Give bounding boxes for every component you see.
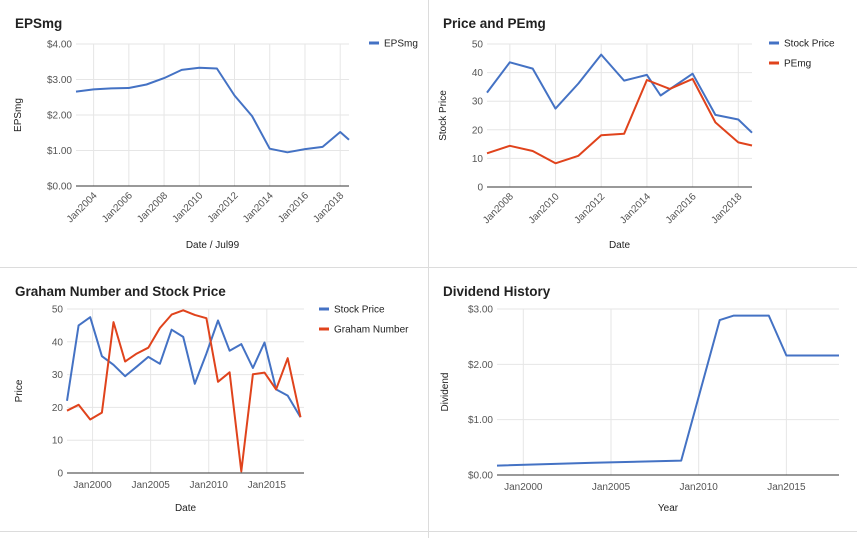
y-tick-label: 20 (472, 125, 484, 136)
y-tick-label: 10 (52, 436, 64, 447)
legend-label: Stock Price (334, 305, 385, 316)
y-tick-label: $3.00 (47, 75, 72, 86)
x-tick-label: Jan2000 (73, 480, 112, 491)
legend-swatch (769, 61, 779, 65)
price-pemg-line-chart: 0 10 20 30 40 50 Jan2008 Jan2010 Jan2012 Jan2014 J… (438, 39, 835, 252)
x-tick-label: Jan2016 (664, 191, 699, 226)
graham-number-chart-panel: Graham Number and Stock Price 0 10 20 30 40 5… (1, 269, 427, 531)
x-tick-label: Jan2005 (592, 482, 631, 493)
price-and-pemg-chart-panel: Price and PEmg 0 10 20 30 40 50 Jan2008 Jan2010… (429, 1, 856, 266)
y-tick-label: 10 (472, 154, 484, 165)
epsmg-chart-panel: EPSmg $0.00 $1.00 $2.00 $3.00 $4.00 Jan2004 Ja… (1, 1, 427, 266)
graham-number-line-chart: 0 10 20 30 40 50 Jan2000 Jan2005 Jan2010 Jan2015 P… (14, 305, 409, 515)
y-tick-label: $2.00 (468, 360, 493, 371)
y-tick-label: $3.00 (468, 305, 493, 316)
y-tick-label: 40 (472, 68, 484, 79)
legend-label: Stock Price (784, 39, 835, 50)
series-line-graham-number (66, 309, 302, 473)
chart-title: Graham Number and Stock Price (15, 284, 226, 299)
y-tick-label: $2.00 (47, 111, 72, 122)
legend-label: Graham Number (334, 325, 409, 336)
series-line-dividend (496, 314, 839, 467)
x-tick-label: Jan2010 (527, 191, 562, 226)
chart-title: Dividend History (443, 284, 551, 299)
x-tick-label: Jan2010 (170, 190, 205, 225)
y-tick-label: 50 (52, 305, 64, 316)
x-axis-title: Date (609, 240, 631, 251)
y-axis-title: EPSmg (13, 98, 24, 132)
legend-swatch (369, 41, 379, 45)
dividend-history-chart-panel: Dividend History $0.00 $1.00 $2.00 $3.00 Jan… (429, 269, 856, 531)
x-tick-label: Jan2016 (276, 190, 311, 225)
x-tick-label: Jan2015 (248, 480, 287, 491)
series-line-pemg (486, 77, 753, 165)
y-tick-label: 30 (472, 97, 484, 108)
x-tick-label: Jan2004 (65, 190, 100, 225)
y-axis-title: Stock Price (438, 90, 449, 141)
x-tick-label: Jan2000 (504, 482, 543, 493)
x-tick-label: Jan2014 (618, 191, 653, 226)
legend-label: EPSmg (384, 39, 418, 50)
x-axis-title: Date (175, 503, 197, 514)
x-axis-title: Year (658, 503, 679, 514)
y-axis-title: Dividend (440, 373, 451, 412)
y-tick-label: 0 (477, 183, 483, 194)
legend-swatch (769, 41, 779, 45)
chart-title: EPSmg (15, 16, 63, 31)
series-line-stock-price (66, 316, 302, 418)
x-tick-label: Jan2018 (311, 190, 346, 225)
x-tick-label: Jan2008 (135, 190, 170, 225)
x-tick-label: Jan2006 (100, 190, 135, 225)
y-tick-label: $1.00 (47, 146, 72, 157)
y-tick-label: 30 (52, 370, 64, 381)
x-tick-label: Jan2010 (190, 480, 229, 491)
legend-swatch (319, 327, 329, 331)
y-tick-label: 40 (52, 337, 64, 348)
series-line-epsmg (75, 66, 350, 154)
x-tick-label: Jan2005 (131, 480, 170, 491)
series-line-stock-price (486, 53, 753, 134)
y-tick-label: $4.00 (47, 40, 72, 51)
y-axis-title: Price (14, 379, 25, 402)
chart-title: Price and PEmg (443, 16, 546, 31)
x-tick-label: Jan2012 (206, 190, 241, 225)
x-tick-label: Jan2012 (572, 191, 607, 226)
x-tick-label: Jan2008 (481, 191, 516, 226)
y-tick-label: 20 (52, 403, 64, 414)
dividend-history-line-chart: $0.00 $1.00 $2.00 $3.00 Jan2000 Jan2005 Jan201… (440, 305, 839, 514)
x-tick-label: Jan2014 (241, 190, 276, 225)
legend-label: PEmg (784, 59, 811, 70)
legend-swatch (319, 307, 329, 311)
y-tick-label: 0 (57, 469, 63, 480)
x-tick-label: Jan2018 (710, 191, 745, 226)
y-tick-label: $0.00 (468, 471, 493, 482)
y-tick-label: $0.00 (47, 182, 72, 193)
y-tick-label: $1.00 (468, 415, 493, 426)
x-tick-label: Jan2010 (680, 482, 719, 493)
x-tick-label: Jan2015 (767, 482, 806, 493)
x-axis-title: Date / Jul99 (186, 240, 240, 251)
y-tick-label: 50 (472, 40, 484, 51)
